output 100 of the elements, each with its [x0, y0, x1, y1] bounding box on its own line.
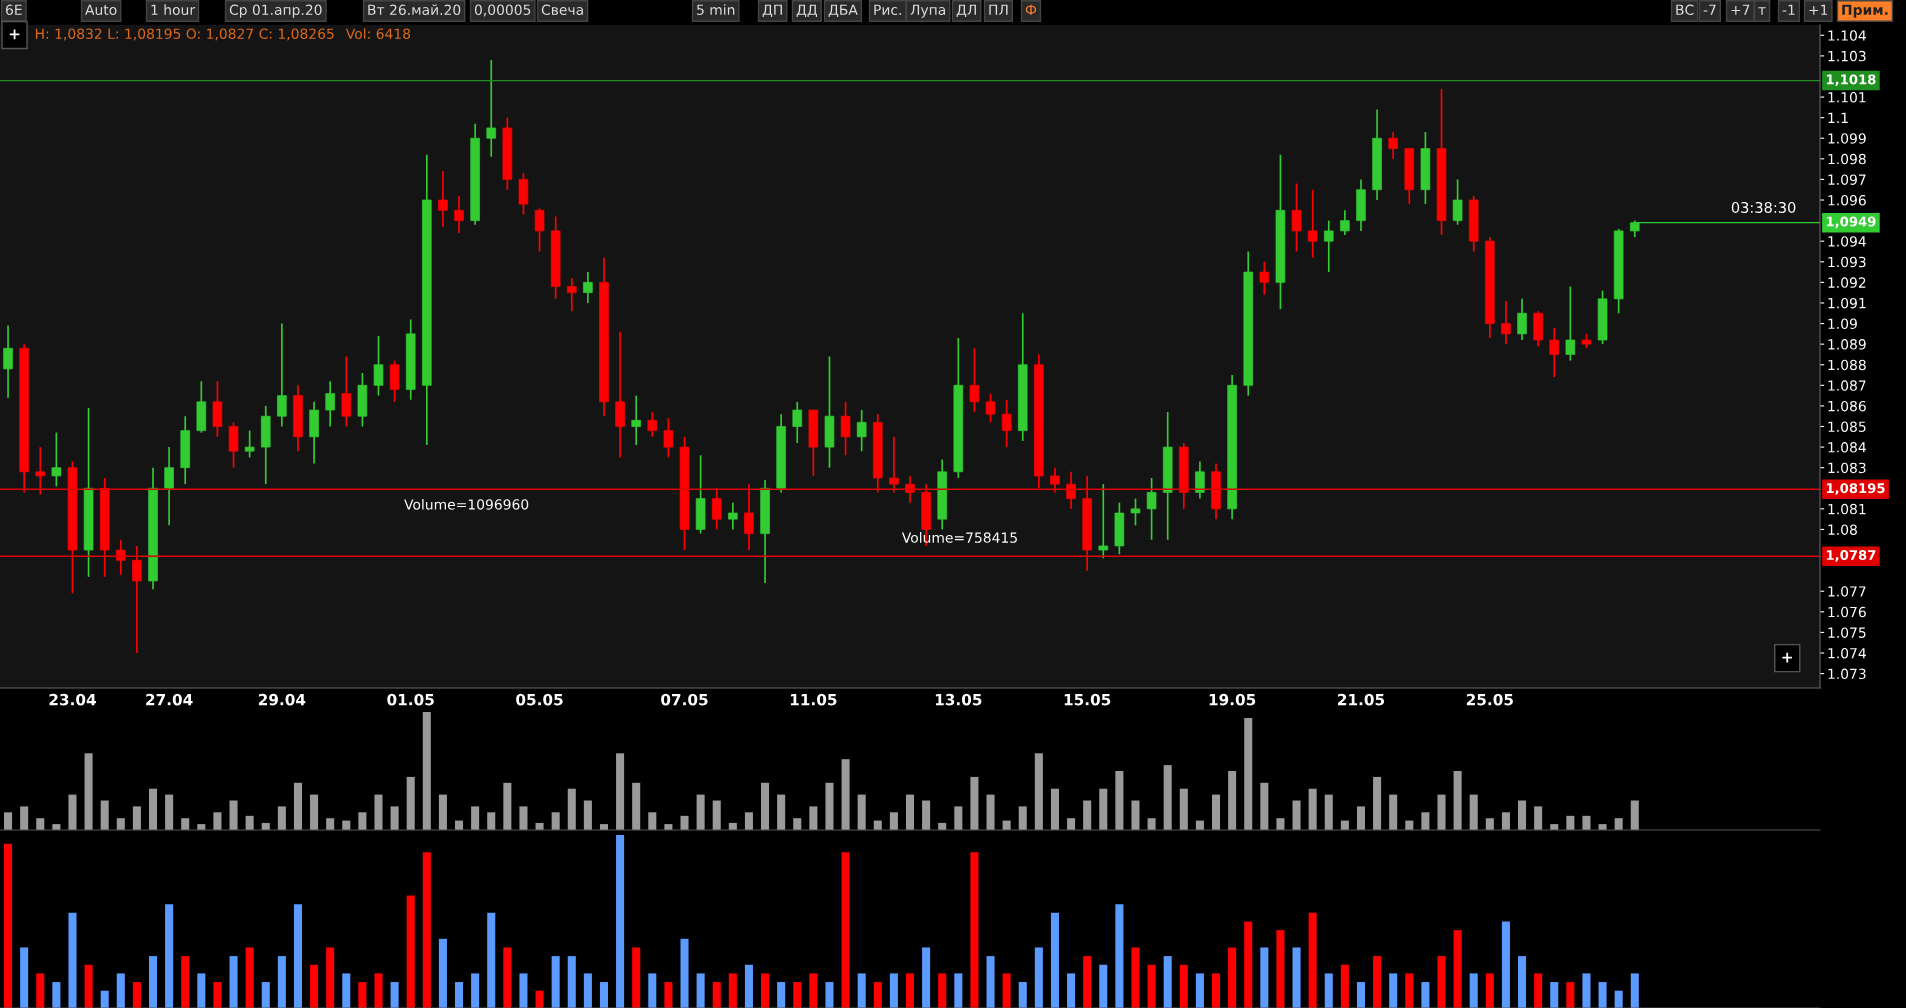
bar — [1582, 815, 1591, 830]
bar — [374, 973, 383, 1008]
bar — [680, 815, 689, 830]
candlestick — [1130, 497, 1141, 527]
y-tick-label: 1.08 — [1828, 524, 1857, 535]
bar — [986, 956, 995, 1008]
bar — [1292, 800, 1301, 830]
y-tick-label: 1.101 — [1828, 92, 1866, 103]
bar — [245, 815, 254, 830]
bar — [1518, 800, 1527, 830]
bar — [68, 794, 77, 830]
bar — [293, 904, 302, 1008]
annotation: Vol: 6418 — [345, 28, 411, 39]
bar — [503, 782, 512, 830]
text: ВС — [1676, 4, 1694, 16]
bar — [1163, 765, 1172, 830]
bar — [905, 973, 915, 1008]
bar — [84, 753, 93, 830]
bar — [1050, 912, 1059, 1008]
bar — [1469, 973, 1478, 1008]
text: ДБА — [828, 4, 858, 18]
bar — [1501, 921, 1510, 1008]
y-tick-label: 1.096 — [1828, 194, 1866, 206]
y-tick-label: 1.094 — [1828, 236, 1866, 247]
bar — [664, 982, 673, 1008]
bar — [1485, 973, 1494, 1008]
y-tick-label: 1.087 — [1828, 380, 1866, 391]
text: Ф — [1025, 4, 1037, 15]
candlestick — [985, 392, 996, 424]
bar — [374, 794, 383, 830]
candlestick — [728, 501, 738, 531]
bar — [712, 982, 721, 1008]
bar — [310, 794, 319, 830]
bar — [922, 947, 931, 1008]
candlestick — [518, 172, 529, 216]
x-tick-label: 13.05 — [935, 693, 982, 706]
bar — [889, 973, 898, 1008]
bar — [551, 812, 560, 830]
ref-line-label: 1,0787 — [1826, 550, 1876, 562]
bar — [1453, 930, 1462, 1008]
y-tick-label: 1.09 — [1828, 318, 1857, 330]
text: Свеча — [541, 4, 583, 16]
bar — [1550, 982, 1559, 1008]
candlestick — [663, 417, 674, 459]
bar — [1469, 794, 1478, 830]
bar — [1131, 800, 1140, 830]
bar — [648, 812, 657, 830]
bar — [1131, 947, 1140, 1008]
bar — [132, 806, 141, 830]
bar — [358, 812, 367, 830]
bar — [744, 812, 753, 830]
candlestick — [1340, 209, 1350, 236]
bar — [1437, 956, 1446, 1008]
bar — [1324, 973, 1333, 1008]
bar — [1083, 800, 1092, 830]
bar — [390, 982, 399, 1008]
bar — [1260, 782, 1269, 830]
bar — [1485, 818, 1494, 830]
bar — [1147, 964, 1156, 1008]
candlestick — [1307, 188, 1318, 259]
bar — [1228, 771, 1237, 830]
bar — [599, 982, 609, 1008]
bar — [583, 800, 592, 830]
bar — [616, 753, 625, 830]
bar — [1115, 771, 1124, 830]
text: -1 — [1782, 4, 1795, 15]
candlestick — [534, 207, 545, 253]
bar — [841, 759, 850, 830]
x-tick-label: 21.05 — [1338, 693, 1385, 706]
bar — [777, 982, 786, 1008]
bar — [1099, 788, 1108, 830]
candlestick — [1291, 182, 1302, 253]
y-tick-label: 1.089 — [1828, 339, 1866, 350]
candlestick — [889, 435, 899, 494]
bar — [229, 800, 238, 830]
y-tick-label: 1.092 — [1828, 277, 1866, 288]
bar — [455, 982, 464, 1008]
candlestick — [969, 347, 980, 413]
candlestick — [373, 335, 384, 397]
y-tick-label: 1.074 — [1828, 647, 1866, 659]
bar — [4, 812, 13, 830]
bar — [132, 982, 141, 1008]
bar — [406, 776, 415, 830]
candlestick — [824, 355, 835, 469]
bar — [1518, 956, 1527, 1008]
bar — [1002, 973, 1011, 1008]
ref-line-label: 1,1018 — [1826, 74, 1876, 87]
y-tick-label: 1.076 — [1828, 606, 1866, 618]
bar — [954, 973, 963, 1008]
bar — [165, 904, 174, 1008]
y-tick-label: 1.097 — [1828, 174, 1866, 185]
bar — [20, 806, 29, 830]
bar — [1373, 776, 1382, 830]
bar — [535, 990, 544, 1008]
bar — [36, 818, 45, 830]
bar — [777, 794, 786, 830]
bar — [503, 947, 512, 1008]
bar — [1534, 973, 1543, 1008]
bar — [487, 812, 496, 830]
y-tick-label: 1.104 — [1828, 30, 1866, 41]
